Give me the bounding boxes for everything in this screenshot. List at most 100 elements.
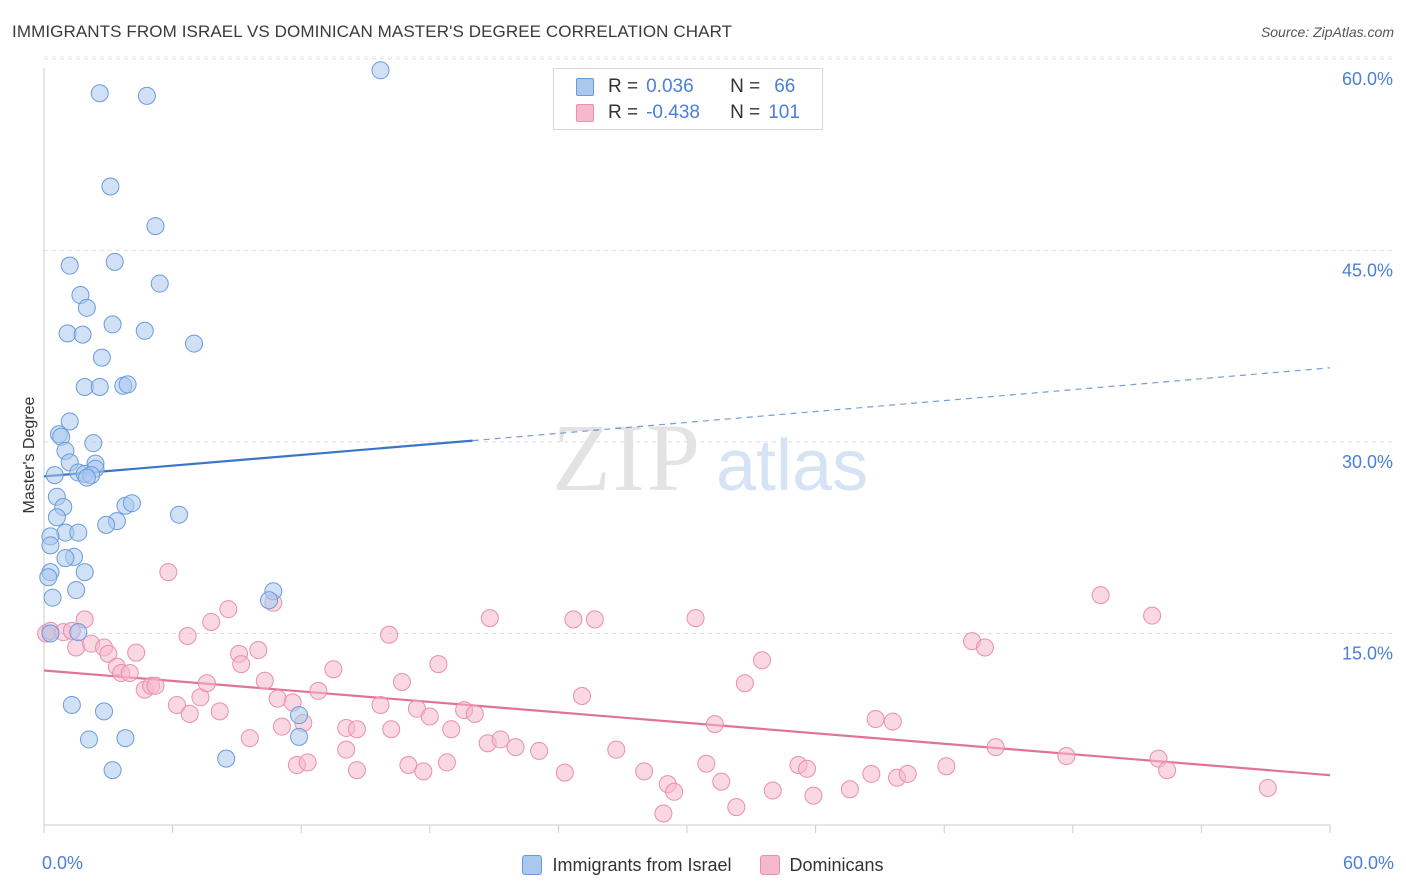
dominican-point — [347, 720, 366, 739]
israel-point — [103, 761, 122, 780]
tick-labels: 15.0% 30.0% 45.0% 60.0% 0.0% 60.0% — [42, 69, 1394, 873]
dominican-point — [298, 753, 317, 772]
israel-point — [56, 549, 75, 568]
israel-point — [122, 494, 141, 513]
legend-item-dominican[interactable]: Dominicans — [759, 854, 884, 876]
dominican-point — [491, 730, 510, 749]
dominican-point — [804, 786, 823, 805]
israel-point — [60, 256, 79, 275]
dominican-point — [735, 674, 754, 693]
dominican-point — [272, 717, 291, 736]
israel-point — [217, 749, 236, 768]
watermark-zip: ZIP — [552, 404, 702, 511]
dominican-point — [255, 671, 274, 690]
dominican-trend-line — [43, 669, 1331, 777]
dominican-point — [898, 764, 917, 783]
dominican-point — [883, 712, 902, 731]
israel-point — [67, 581, 86, 600]
dominican-point — [697, 754, 716, 773]
israel-point — [260, 591, 279, 610]
dominican-point — [665, 782, 684, 801]
israel-point — [58, 324, 77, 343]
israel-point — [60, 412, 79, 431]
dominican-point — [572, 687, 591, 706]
axes — [43, 68, 1331, 833]
legend-n-value: 101 — [768, 102, 800, 123]
dominican-point — [1057, 747, 1076, 766]
legend-r-value: 0.036 — [646, 76, 694, 97]
trend-lines — [43, 367, 1331, 777]
dominican-point — [414, 762, 433, 781]
dominican-point — [371, 695, 390, 714]
israel-point — [146, 217, 165, 236]
israel-point — [75, 563, 94, 582]
dominican-point — [986, 738, 1005, 757]
dominican-point — [99, 644, 118, 663]
israel-point — [150, 274, 169, 293]
israel-trend-line — [43, 439, 473, 478]
x-tick-label: 60.0% — [1343, 853, 1394, 873]
dominican-point — [654, 804, 673, 823]
dominican-point — [324, 660, 343, 679]
israel-point — [103, 315, 122, 334]
israel-point — [84, 434, 103, 453]
chart-title: IMMIGRANTS FROM ISRAEL VS DOMINICAN MAST… — [12, 22, 733, 41]
dominican-point — [763, 781, 782, 800]
dominican-point — [866, 710, 885, 729]
dominican-point — [937, 757, 956, 776]
dominican-point — [635, 762, 654, 781]
dominican-point — [975, 638, 994, 657]
dominican-point — [798, 759, 817, 778]
dominican-point — [180, 704, 199, 723]
israel-point — [137, 86, 156, 105]
israel-point — [97, 515, 116, 534]
israel-point — [41, 624, 60, 643]
legend-n-label: N = — [730, 76, 761, 97]
dominican-point — [607, 740, 626, 759]
israel-point — [90, 84, 109, 103]
dominican-point — [382, 720, 401, 739]
dominican-point — [399, 755, 418, 774]
stats-legend: R = 0.036 N = 66 R = -0.438 N = 101 — [553, 68, 823, 130]
legend-n-label: N = — [730, 102, 761, 123]
dominican-point — [753, 651, 772, 670]
dominican-point — [712, 772, 731, 791]
x-tick-label: 0.0% — [42, 853, 83, 873]
dominican-point — [268, 689, 287, 708]
israel-point — [135, 321, 154, 340]
israel-point — [77, 468, 96, 487]
dominican-point — [564, 610, 583, 629]
dominican-point — [197, 674, 216, 693]
dominican-point — [309, 681, 328, 700]
legend-n-value: 66 — [774, 76, 796, 97]
israel-point — [118, 375, 137, 394]
israel-legend-label: Immigrants from Israel — [552, 854, 732, 875]
dominican-point — [347, 761, 366, 780]
legend-item-israel[interactable]: Immigrants from Israel — [522, 854, 732, 876]
israel-point — [170, 505, 189, 524]
israel-point — [185, 334, 204, 353]
dominican-point — [442, 720, 461, 739]
israel-point — [62, 695, 81, 714]
israel-point — [75, 377, 94, 396]
dominican-point — [1143, 606, 1162, 625]
israel-point — [45, 466, 64, 485]
dominican-point — [480, 609, 499, 628]
dominican-points — [37, 563, 1277, 823]
israel-legend-swatch — [522, 855, 543, 875]
israel-point — [105, 252, 124, 271]
dominican-point — [705, 715, 724, 734]
israel-point — [41, 536, 60, 555]
y-tick-label: 30.0% — [1342, 452, 1393, 472]
dominican-point — [1258, 778, 1277, 797]
dominican-point — [585, 610, 604, 629]
dominican-point — [178, 627, 197, 646]
dominican-legend-swatch — [759, 855, 780, 875]
dominican-point — [506, 738, 525, 757]
israel-points — [39, 61, 390, 780]
dominican-point — [380, 625, 399, 644]
watermark-atlas: atlas — [716, 426, 868, 506]
israel-point — [371, 61, 390, 80]
dominican-legend-label: Dominicans — [789, 854, 884, 875]
